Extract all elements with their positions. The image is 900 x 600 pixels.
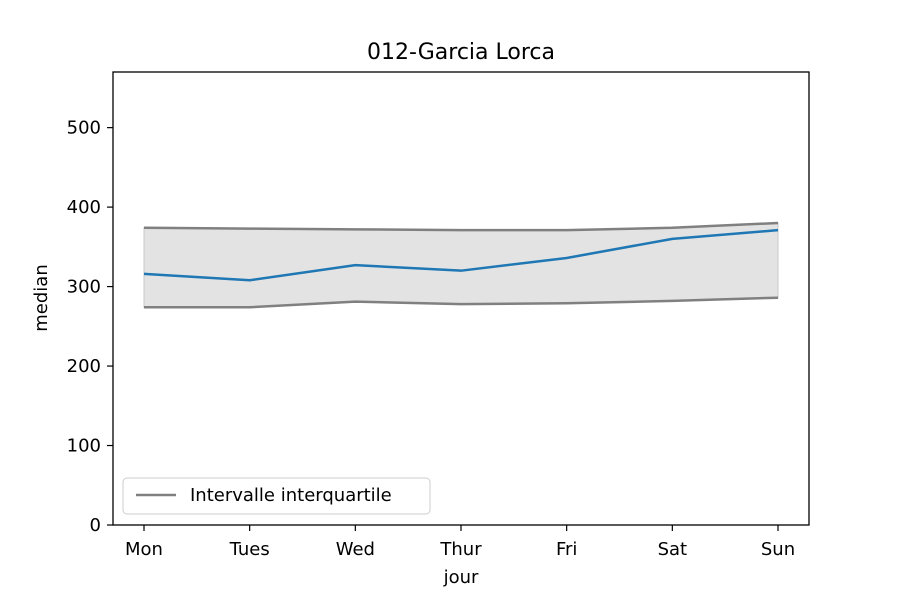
y-axis: 0 100 200 300 400 500 <box>67 118 113 536</box>
legend-box <box>122 477 431 515</box>
x-tick-label: Sat <box>658 539 688 560</box>
interval-lower-line <box>144 296 779 309</box>
chart-title: 012-Garcia Lorca <box>367 40 555 65</box>
x-tick-label: Fri <box>556 539 577 560</box>
legend: Intervalle interquartile <box>122 477 431 515</box>
interquartile-band <box>143 222 779 308</box>
y-tick-label: 500 <box>67 118 101 139</box>
y-tick-label: 300 <box>67 277 101 298</box>
x-tick-label: Thur <box>439 539 482 560</box>
interval-upper-line <box>143 221 779 232</box>
x-tick-label: Sun <box>761 539 795 560</box>
x-axis-label: jour <box>443 567 479 588</box>
y-tick-label: 0 <box>90 515 101 536</box>
y-axis-label: median <box>31 264 52 331</box>
legend-label-interval: Intervalle interquartile <box>190 485 392 506</box>
y-tick-label: 100 <box>67 436 101 457</box>
plot-area <box>143 221 779 309</box>
x-tick-label: Tues <box>229 539 270 560</box>
x-tick-label: Wed <box>336 539 375 560</box>
y-tick-label: 200 <box>67 356 101 377</box>
x-axis: Mon Tues Wed Thur Fri Sat Sun <box>125 525 795 560</box>
x-tick-label: Mon <box>125 539 163 560</box>
y-tick-label: 400 <box>67 197 101 218</box>
